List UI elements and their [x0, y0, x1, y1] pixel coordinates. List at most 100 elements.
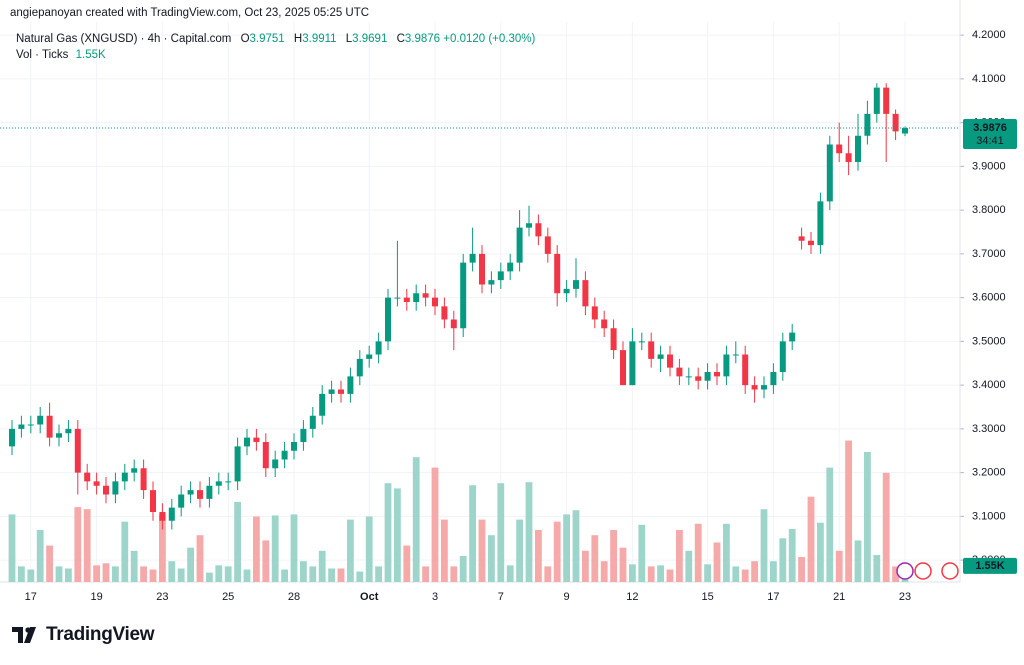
x-tick-label: 7 [498, 591, 504, 603]
event-icon [896, 562, 914, 580]
volume-bar [788, 528, 796, 582]
legend-key: L [345, 33, 353, 45]
y-tick-label: 3.1000 [972, 510, 1006, 522]
candle-body [159, 512, 166, 521]
x-tick-label: 17 [25, 591, 37, 603]
volume-bar [882, 472, 890, 582]
volume-bar [187, 547, 194, 582]
volume-bar [704, 564, 711, 582]
candle-body [573, 280, 579, 289]
countdown: 34:41 [976, 135, 1004, 147]
legend-value: 3.9751 [249, 33, 285, 45]
volume-bar [365, 516, 373, 582]
brand: TradingView [46, 624, 155, 645]
volume-legend: Vol · Ticks 1.55K [16, 49, 106, 61]
candle-body [610, 328, 617, 351]
volume-bar [431, 467, 439, 582]
volume-bar [337, 568, 345, 582]
volume-bar [854, 540, 862, 582]
volume-bar [826, 467, 834, 582]
volume-bar [375, 566, 382, 582]
event-icon [914, 562, 932, 580]
price-label-box [963, 119, 1017, 150]
volume-bar [243, 569, 251, 582]
candle-body [836, 144, 843, 154]
volume-bar [629, 564, 636, 582]
attribution: angiepanoyan created with TradingView.co… [10, 7, 370, 19]
volume-bar [638, 524, 646, 582]
candle-body [187, 490, 194, 495]
candle-body [761, 385, 767, 390]
volume-bar [290, 514, 298, 582]
candle-body [27, 424, 34, 426]
candle-body [450, 319, 457, 329]
candle-body [554, 253, 561, 294]
volume-bar [234, 501, 241, 582]
x-tick-label: 23 [156, 591, 168, 603]
candle-body [272, 459, 279, 469]
legend-value: 3.9911 [302, 33, 337, 45]
volume-bar [798, 557, 805, 582]
candle-body [385, 297, 391, 342]
volume-bar [65, 568, 72, 582]
volume-bar [497, 483, 505, 582]
logo [12, 627, 36, 643]
candle-body [883, 87, 890, 114]
candle-body [629, 341, 636, 386]
x-tick-label: 28 [288, 591, 300, 603]
volume-bar [807, 496, 815, 582]
candle-body [319, 393, 326, 416]
candle-body [742, 354, 749, 386]
candle-body [535, 223, 542, 237]
volume-bar [318, 550, 326, 582]
legend-key: H [293, 33, 303, 45]
candle-body [197, 490, 203, 499]
volume-bar [478, 519, 486, 582]
volume-bar [356, 571, 364, 582]
candle-body [366, 354, 373, 359]
volume-bar [535, 530, 542, 582]
candle-body [620, 350, 626, 386]
volume-bar [159, 514, 166, 582]
volume-bar [694, 523, 702, 582]
volume-bar [441, 519, 448, 582]
volume-bar [215, 565, 223, 582]
volume-value: 1.55K [75, 49, 106, 61]
candle-body [808, 240, 814, 246]
volume-bar [347, 519, 354, 582]
candle-body [648, 341, 655, 359]
candle-body [234, 446, 241, 482]
candle-body [563, 288, 570, 294]
candle-body [178, 494, 185, 508]
candle-body [798, 236, 805, 241]
candle-body [356, 358, 363, 377]
x-tick-label: 19 [90, 591, 102, 603]
candle-body [131, 468, 138, 473]
volume-bar [873, 554, 881, 582]
volume-bar [422, 566, 429, 582]
candle-body [300, 428, 307, 442]
volume-bar [817, 522, 824, 582]
volume-bar [525, 482, 533, 582]
volume-bar [582, 550, 589, 582]
volume-bar [8, 514, 16, 582]
volume-bar [723, 523, 730, 582]
candle-body [9, 428, 15, 447]
candle-body [582, 280, 589, 307]
volume-bar [281, 569, 288, 582]
volume-bar [835, 550, 843, 582]
volume-bar [55, 566, 63, 582]
volume-bar [177, 568, 185, 582]
candle-body [37, 415, 44, 425]
legend: Natural Gas (XNGUSD) · 4h · Capital.com … [16, 33, 535, 45]
candle-body [469, 253, 476, 263]
volume-bar [196, 535, 204, 582]
volume-bar [892, 566, 899, 582]
candle-body [892, 113, 899, 132]
volume-bar [102, 563, 110, 582]
candle-body [497, 271, 504, 281]
y-tick-label: 3.7000 [972, 248, 1006, 260]
volume-bar [262, 540, 270, 582]
candle-body [46, 415, 53, 438]
